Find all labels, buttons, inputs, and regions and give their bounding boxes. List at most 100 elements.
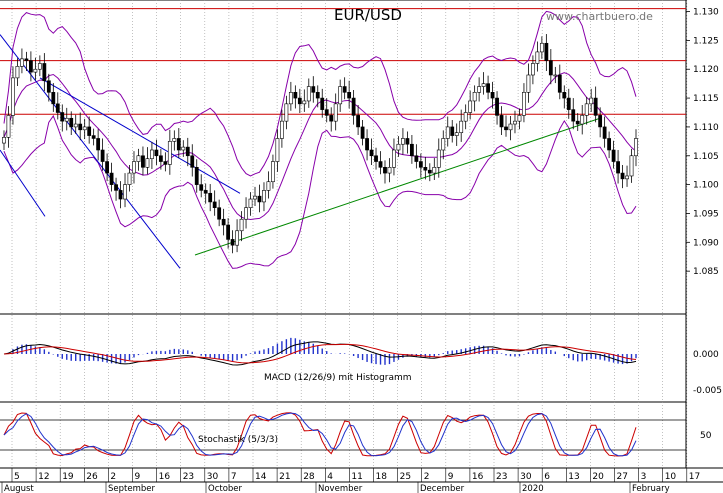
x-tick-label: 4 [327,472,333,482]
macd-panel: 0.000 -0.005 [3,337,722,396]
candle-body [369,149,374,157]
candle-body [123,184,127,200]
macd-label: MACD (12/26/9) mit Histogramm [264,373,412,383]
candle-body [163,161,168,165]
candle-body [167,141,172,165]
x-tick-label: 12 [38,472,49,482]
candle-body [208,192,213,203]
candle-body [306,86,311,102]
candle-body [315,92,320,99]
candle-body [55,103,60,113]
x-tick-label: 18 [376,472,388,482]
macd-tick-label: 0.000 [693,350,719,360]
candle-body [378,161,383,168]
candle-body [199,184,204,191]
candle-body [230,239,235,246]
candle-body [329,115,334,122]
candle-body [454,132,459,136]
candle-body [15,66,20,79]
candle-body [297,97,302,105]
candle-body [82,126,87,131]
candle-body [486,83,490,93]
candle-body [37,63,42,70]
candle-body [409,143,414,157]
trend-lines [0,34,601,269]
candle-body [602,126,607,139]
candle-body [522,92,526,116]
x-tick-label: 2 [110,472,116,482]
candle-body [6,115,11,138]
x-tick-label: 25 [400,472,411,482]
candlesticks [2,34,638,254]
candle-body [244,207,248,220]
candle-body [132,161,136,174]
candle-body [11,77,15,116]
x-tick-label: 16 [472,472,484,482]
candle-body [64,117,69,122]
candle-body [589,97,594,105]
x-tick-label: 5 [14,472,20,482]
candle-body [91,135,96,139]
y-tick-label: 1.100 [693,181,719,191]
candle-body [620,172,625,180]
candle-body [441,138,446,151]
candle-body [253,195,257,200]
candle-body [293,92,298,99]
candle-body [266,181,271,191]
candle-body [150,149,154,159]
y-tick-label: 1.095 [693,209,719,219]
candle-body [73,123,78,128]
candle-body [513,120,517,125]
candle-body [468,100,473,113]
candle-body [109,172,114,185]
candle-body [275,138,280,162]
candle-body [365,138,369,151]
candle-body [490,92,495,99]
x-tick-label: 26 [86,472,98,482]
candle-body [517,115,522,122]
candle-body [60,112,65,122]
x-tick-label: 7 [231,472,237,482]
x-tick-label: 2 [424,472,430,482]
candle-body [87,126,92,136]
x-tick-label: 3 [641,472,647,482]
candle-body [584,103,589,116]
candle-body [46,80,51,93]
month-label: 2020 [522,484,544,493]
candle-body [221,218,226,226]
candle-body [562,92,567,99]
candle-body [356,115,360,128]
stoch-tick-label: 50 [700,431,712,441]
candle-body [284,103,289,122]
candle-body [504,126,508,131]
support-line [194,117,601,256]
candle-body [463,112,468,122]
month-label: November [318,484,363,493]
candle-body [580,115,585,125]
candle-body [280,120,284,139]
candle-body [100,149,105,162]
candle-body [450,126,455,136]
candle-body [629,155,634,177]
upper-channel-line [0,34,181,269]
candle-body [548,60,553,76]
x-axis-labels: 5 12 19 26 2 9 16 23 30 7 14 21 28 4 11 18 25 2 9 16 23 30 6 13… [1,468,700,493]
y-tick-label: 1.115 [693,94,719,104]
candle-body [333,103,338,122]
candle-body [396,143,401,151]
candle-body [172,138,177,142]
candle-body [611,149,616,162]
candle-body [432,167,437,174]
candle-body [342,86,347,93]
candle-body [531,63,535,76]
candle-body [571,109,576,122]
x-tick-label: 23 [183,472,194,482]
x-tick-label: 28 [303,472,315,482]
candle-body [127,172,132,185]
candle-body [575,120,580,125]
candle-body [154,149,159,157]
stoch-d-line [3,412,637,457]
candle-body [598,115,603,128]
month-label: August [4,484,34,493]
